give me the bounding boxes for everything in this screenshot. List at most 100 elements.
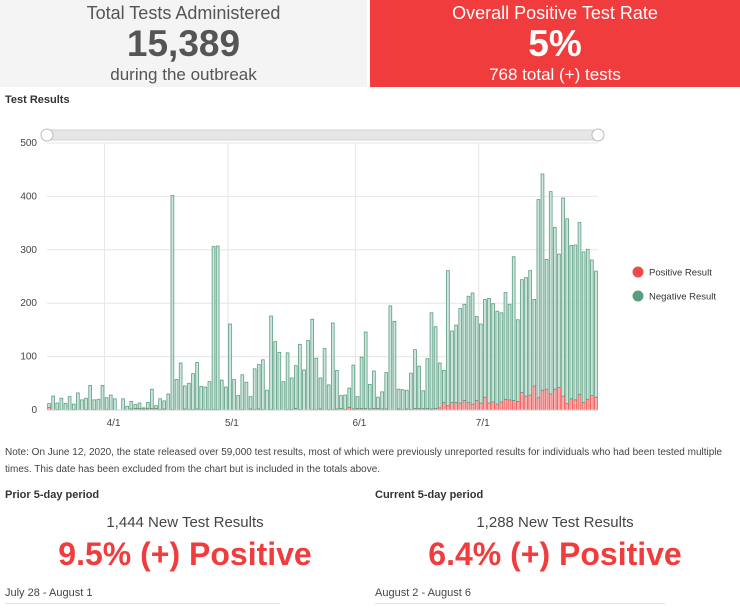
negative-bar	[145, 402, 150, 409]
negative-bar	[577, 222, 582, 395]
negative-bar	[409, 372, 413, 410]
negative-bar	[561, 197, 565, 397]
legend-positive-marker	[632, 266, 644, 278]
negative-bar	[499, 312, 504, 403]
negative-bar	[92, 399, 97, 410]
negative-bar	[129, 401, 134, 410]
negative-bar	[55, 402, 60, 410]
negative-bar	[441, 370, 446, 403]
positive-bar	[594, 396, 598, 411]
positive-bar	[466, 402, 471, 411]
negative-bar	[166, 393, 171, 411]
legend-negative-marker	[632, 290, 644, 302]
negative-bar	[528, 270, 532, 396]
negative-bar	[174, 379, 179, 411]
positive-bar	[565, 403, 569, 411]
negative-bar	[96, 398, 101, 411]
negative-bar	[392, 320, 397, 411]
negative-bar	[483, 299, 487, 398]
negative-bar	[454, 324, 458, 403]
positive-bar	[553, 388, 557, 411]
positive-rate-sub: 768 total (+) tests	[489, 65, 621, 84]
negative-bar	[141, 407, 146, 410]
positive-bar	[528, 394, 532, 411]
negative-bar	[511, 256, 516, 401]
positive-bar	[507, 399, 512, 411]
y-tick-label: 500	[20, 138, 37, 149]
negative-bar	[125, 405, 129, 411]
y-tick-label: 300	[20, 245, 37, 256]
negative-bar	[108, 394, 113, 411]
negative-bar	[158, 398, 162, 410]
current-period-dates: August 2 - August 6	[375, 587, 472, 599]
negative-bar	[396, 388, 401, 410]
negative-bar	[404, 389, 409, 410]
negative-bar	[355, 396, 360, 409]
negative-bar	[191, 373, 195, 410]
negative-bar	[433, 326, 438, 409]
negative-bar	[310, 318, 315, 410]
negative-bar	[330, 322, 335, 410]
positive-bar	[503, 398, 508, 411]
negative-bar	[548, 191, 553, 395]
prior-divider	[5, 603, 280, 604]
negative-bar	[590, 259, 594, 396]
negative-bar	[178, 362, 183, 411]
positive-bar	[441, 402, 446, 411]
positive-bar	[573, 399, 578, 411]
negative-bar	[224, 386, 228, 411]
negative-bar	[232, 379, 236, 411]
negative-bar	[265, 389, 269, 411]
y-tick-label: 0	[31, 405, 37, 416]
negative-bar	[150, 388, 154, 409]
negative-bar	[503, 292, 508, 400]
positive-bar	[516, 401, 520, 411]
negative-bar	[359, 356, 364, 409]
negative-bar	[215, 245, 220, 410]
positive-bar	[491, 401, 495, 411]
negative-bar	[71, 403, 76, 410]
negative-bar	[228, 323, 232, 411]
negative-bar	[380, 391, 384, 410]
negative-bar	[553, 226, 557, 390]
negative-bar	[363, 331, 368, 409]
negative-bar	[565, 218, 569, 404]
negative-bar	[585, 248, 590, 400]
negative-bar	[133, 404, 138, 409]
negative-bar	[573, 244, 578, 401]
total-tests-label: Total Tests Administered	[86, 3, 281, 23]
positive-bar	[450, 402, 454, 411]
total-tests-value: 15,389	[126, 23, 241, 64]
negative-bar	[63, 403, 68, 411]
negative-bar	[182, 385, 187, 410]
positive-bar	[495, 403, 500, 411]
positive-bar	[536, 397, 541, 411]
legend-positive-label: Positive Result	[649, 268, 712, 279]
positive-rate-value: 5%	[528, 23, 582, 64]
negative-bar	[281, 381, 286, 411]
negative-bar	[195, 362, 199, 410]
negative-bar	[520, 279, 524, 393]
y-tick-label: 400	[20, 191, 37, 202]
negative-bar	[524, 277, 528, 397]
negative-bar	[293, 365, 298, 409]
negative-bar	[421, 390, 426, 409]
positive-bar	[479, 402, 483, 411]
negative-bar	[594, 270, 598, 398]
chart-note: Note: On June 12, 2020, the state releas…	[5, 447, 723, 475]
prior-period-positive: 9.5% (+) Positive	[58, 536, 312, 572]
negative-bar	[244, 381, 249, 411]
positive-rate-label: Overall Positive Test Rate	[452, 3, 658, 23]
negative-bar	[207, 381, 212, 410]
negative-bar	[261, 359, 265, 410]
negative-bar	[536, 199, 541, 399]
negative-bar	[384, 372, 389, 410]
negative-bar	[516, 319, 520, 402]
negative-bar	[256, 364, 261, 410]
negative-bar	[507, 303, 512, 401]
negative-bar	[80, 399, 84, 411]
negative-bar	[199, 386, 204, 410]
negative-bar	[491, 303, 495, 403]
negative-bar	[273, 341, 278, 411]
current-period-count: 1,288 New Test Results	[476, 514, 634, 531]
